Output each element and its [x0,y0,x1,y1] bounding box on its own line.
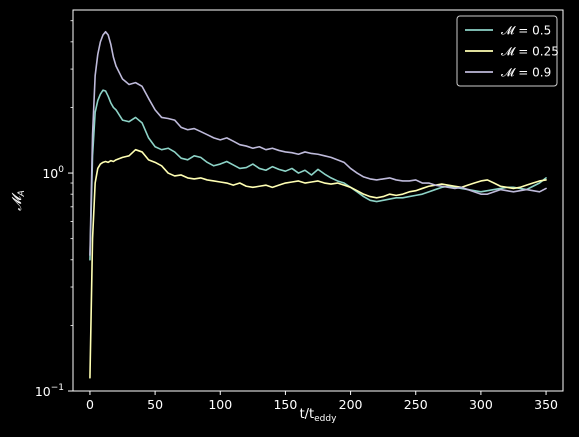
x-tick-label: 250 [404,397,428,412]
legend-label-3: 𝓜 = 0.9 [501,66,551,80]
x-axis-label-main: t/t [300,407,315,422]
x-tick-label: 50 [147,397,163,412]
series-line-3 [89,30,547,256]
series-layer [89,30,547,379]
legend-box [456,15,558,87]
y-tick-label-exponent: −1 [51,383,64,393]
x-tick-label: 100 [208,397,232,412]
y-axis-label-main: 𝓜 [10,192,25,211]
x-tick-label: 350 [534,397,558,412]
y-tick-label: 100 [42,165,64,181]
y-tick-label: 10−1 [35,383,64,399]
y-tick-label-exponent: 0 [58,165,64,175]
x-tick-label: 300 [469,397,493,412]
x-axis-label: t/teddy [300,407,338,424]
legend-label-2: 𝓜 = 0.25 [501,45,559,59]
series-line-2 [89,148,547,379]
y-tick-label-base: 10 [35,384,51,399]
legend-label-1: 𝓜 = 0.5 [501,24,551,38]
x-tick-label: 0 [86,397,94,412]
legend: 𝓜 = 0.5 𝓜 = 0.25 𝓜 = 0.9 [456,15,559,87]
x-tick-label: 200 [339,397,363,412]
y-axis-label: 𝓜A [10,190,27,211]
x-axis-label-subscript: eddy [314,414,337,424]
x-tick-label: 150 [273,397,297,412]
x-axis: 0 50 100 150 200 250 300 350 [86,391,558,412]
plot-frame [72,9,564,392]
y-axis-label-subscript: A [17,190,27,197]
y-tick-label-base: 10 [42,166,58,181]
